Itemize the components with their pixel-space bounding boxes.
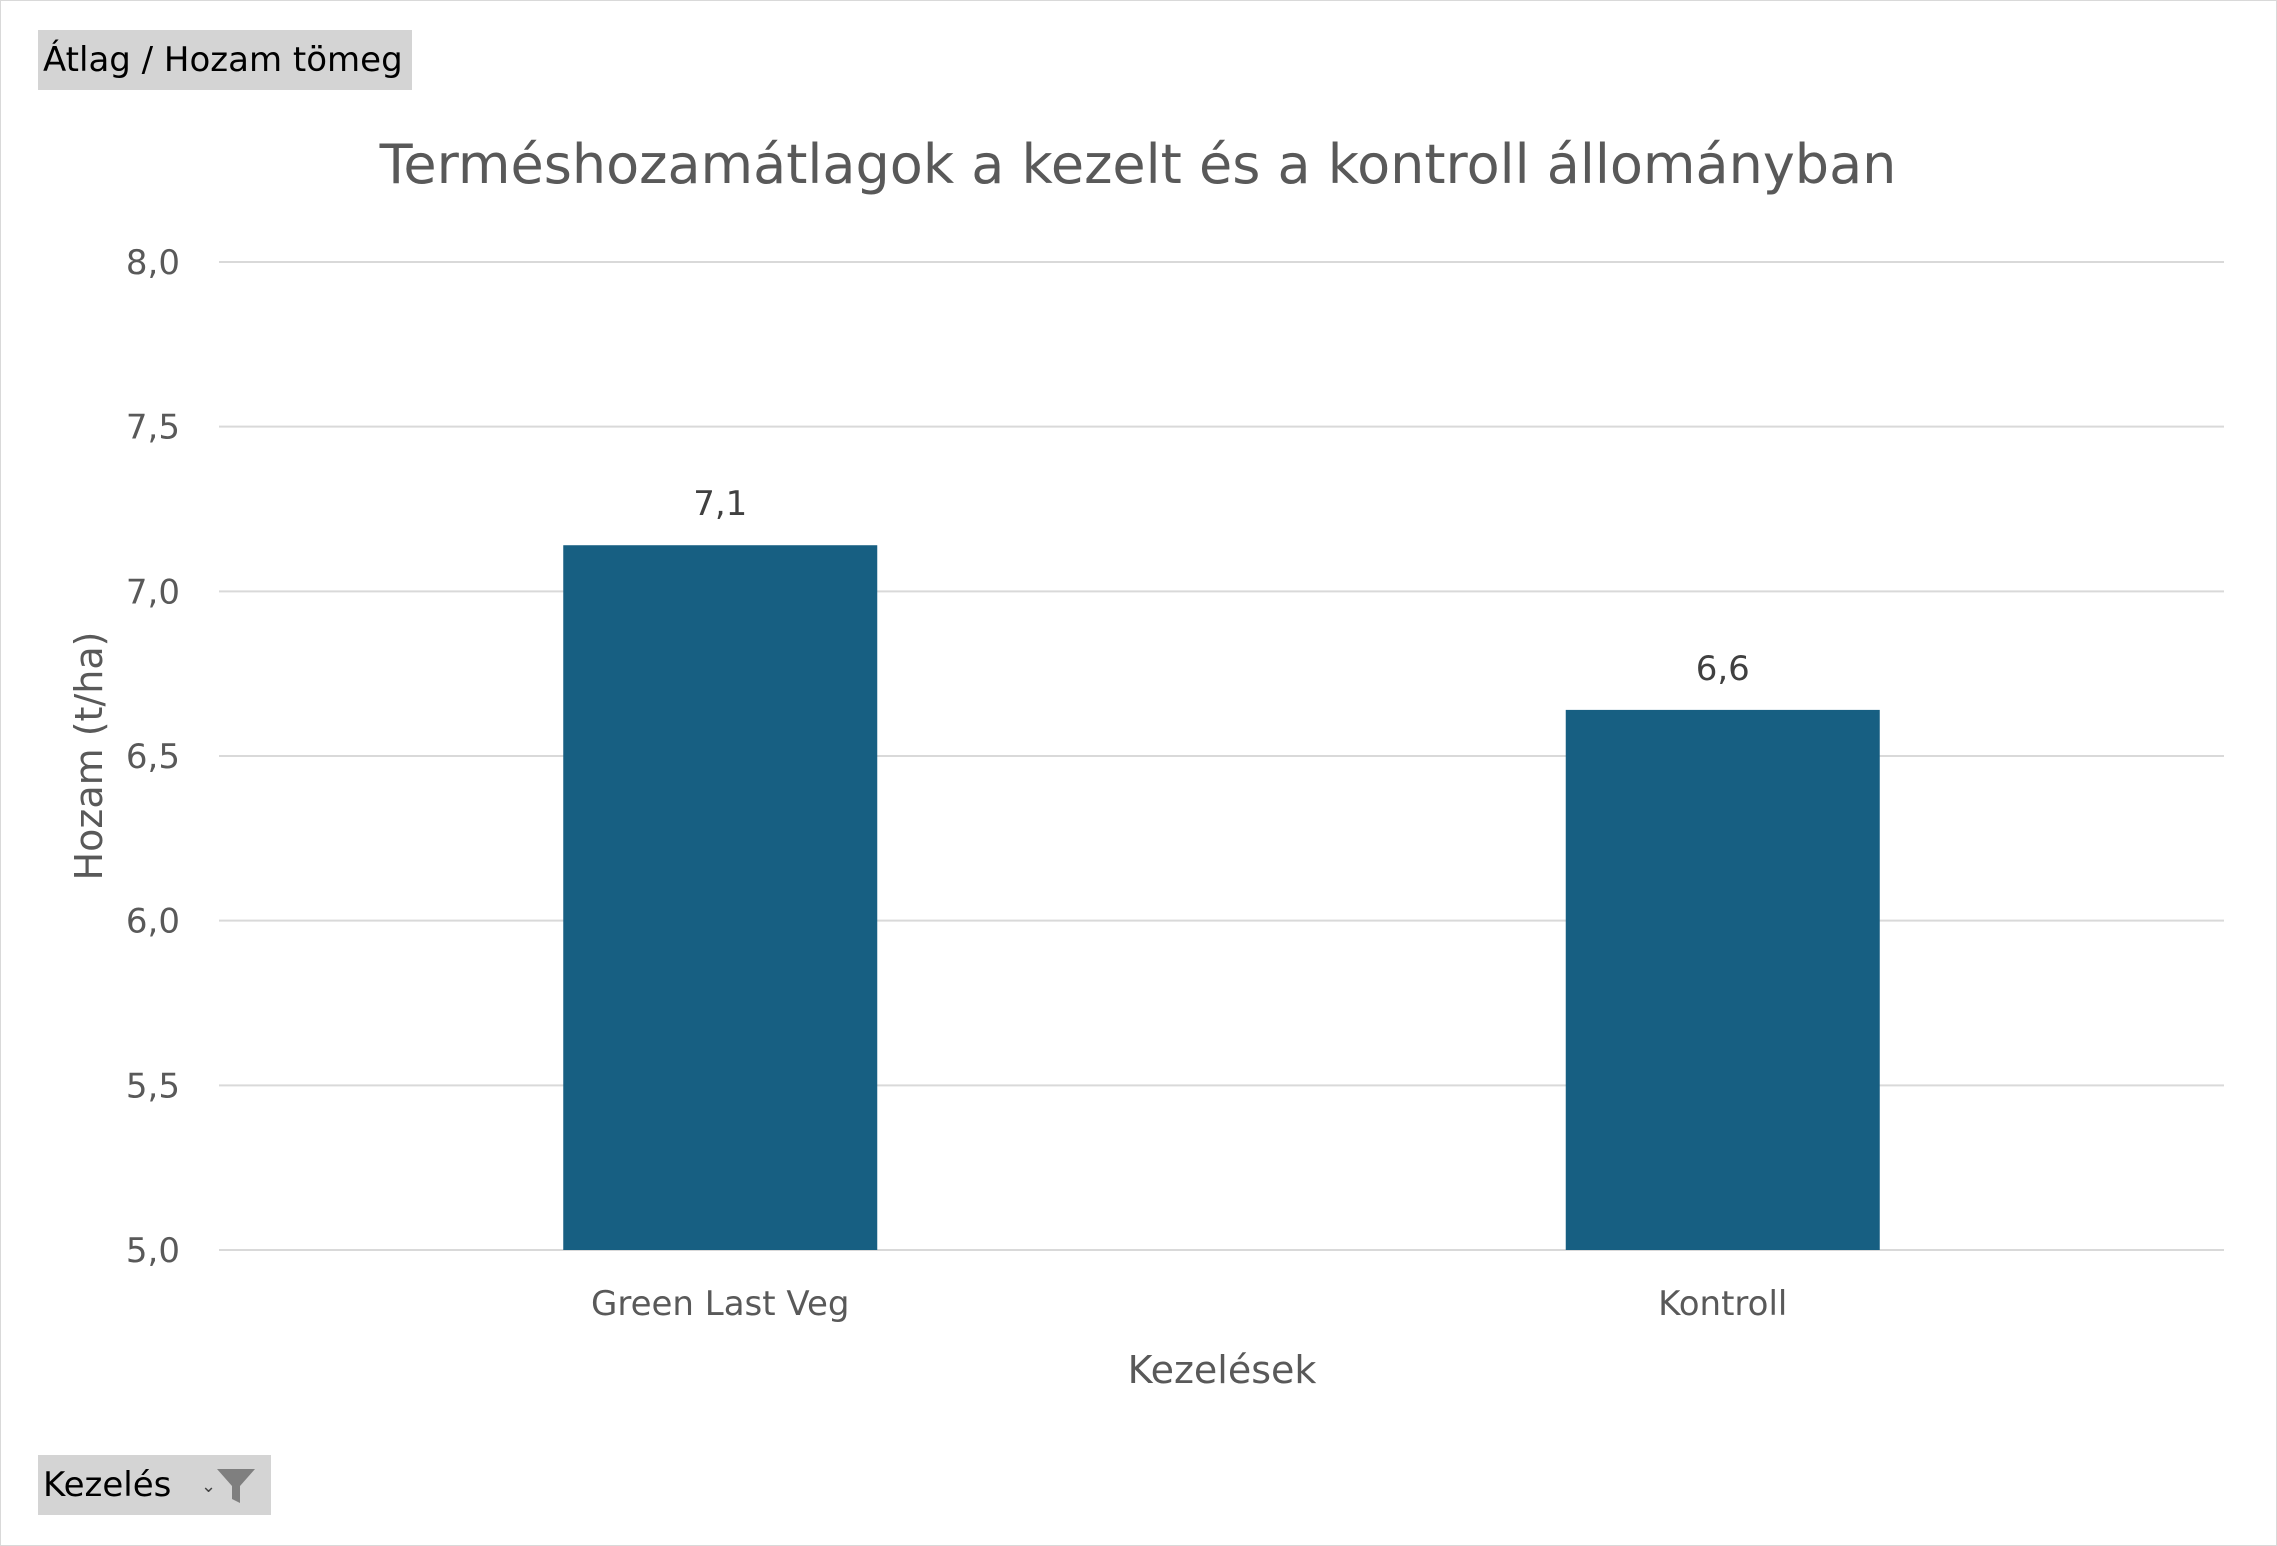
y-axis-tick-labels: 5,0 5,5 6,0 6,5 7,0 7,5 8,0 (126, 243, 180, 1271)
bar[interactable] (1565, 709, 1880, 1250)
y-tick-label: 5,0 (126, 1231, 180, 1271)
data-label: 6,6 (1696, 649, 1750, 689)
gridlines (219, 261, 2224, 1251)
x-tick-label: Green Last Veg (591, 1284, 850, 1324)
x-axis-tick-labels: Green Last Veg Kontroll (591, 1284, 1787, 1324)
y-tick-label: 7,0 (126, 572, 180, 612)
y-axis-title: Hozam (t/ha) (67, 632, 111, 881)
y-tick-label: 6,5 (126, 737, 180, 777)
bars (563, 545, 1880, 1250)
x-axis-title: Kezelések (1128, 1348, 1317, 1392)
dropdown-arrow-icon[interactable]: ⌄ (201, 1476, 217, 1497)
chart-title: Terméshozamátlagok a kezelt és a kontrol… (379, 133, 1897, 196)
y-tick-label: 8,0 (126, 243, 180, 283)
data-label: 7,1 (693, 484, 747, 524)
y-tick-label: 6,0 (126, 902, 180, 942)
y-tick-label: 7,5 (126, 408, 180, 448)
x-tick-label: Kontroll (1658, 1284, 1787, 1324)
data-labels: 7,1 6,6 (693, 484, 1750, 689)
bar[interactable] (563, 545, 878, 1250)
pivot-filter-field-label: Kezelés (43, 1465, 172, 1505)
pivot-filter-field-button[interactable]: Kezelés ⌄ (38, 1455, 271, 1515)
filter-funnel-icon[interactable] (215, 1466, 257, 1506)
pivot-value-field-button[interactable]: Átlag / Hozam tömeg (38, 30, 412, 90)
pivot-value-field-label: Átlag / Hozam tömeg (43, 40, 403, 80)
y-tick-label: 5,5 (126, 1066, 180, 1106)
